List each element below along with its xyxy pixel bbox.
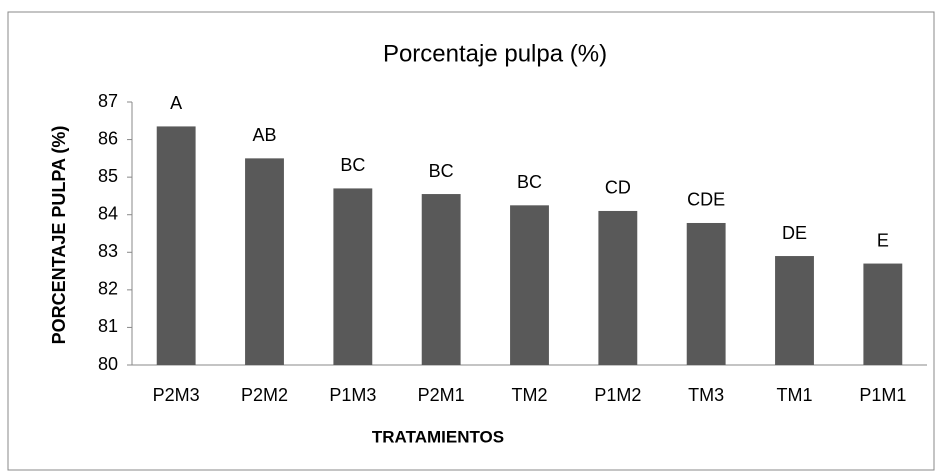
bar [245, 158, 284, 365]
x-tick-label: TM1 [777, 385, 813, 405]
y-tick-label: 81 [98, 316, 118, 336]
y-tick-label: 83 [98, 241, 118, 261]
x-tick-label: TM3 [688, 385, 724, 405]
group-label: BC [340, 155, 365, 175]
x-axis-label: TRATAMIENTOS [372, 427, 504, 446]
group-label: A [170, 93, 182, 113]
y-tick-label: 80 [98, 354, 118, 374]
chart-title: Porcentaje pulpa (%) [383, 40, 607, 67]
group-label: E [877, 230, 889, 250]
group-label: AB [252, 125, 276, 145]
y-tick-label: 82 [98, 279, 118, 299]
bar [686, 222, 726, 365]
y-axis-label: PORCENTAJE PULPA (%) [49, 126, 69, 345]
y-tick-label: 85 [98, 166, 118, 186]
bar [598, 210, 638, 365]
bar [863, 263, 903, 365]
x-tick-label: P1M2 [594, 385, 641, 405]
group-label: BC [517, 172, 542, 192]
y-tick-label: 86 [98, 128, 118, 148]
group-label: CDE [687, 190, 725, 210]
bar [333, 188, 373, 365]
x-tick-label: P1M1 [859, 385, 906, 405]
bar [156, 126, 196, 366]
x-tick-label: P1M3 [329, 385, 376, 405]
group-label: DE [782, 223, 807, 243]
y-tick-label: 84 [98, 203, 118, 223]
group-label: CD [605, 178, 631, 198]
bar [775, 256, 814, 365]
x-tick-label: P2M3 [153, 385, 200, 405]
x-tick-label: P2M1 [418, 385, 465, 405]
bar [510, 205, 549, 365]
x-tick-label: TM2 [512, 385, 548, 405]
x-tick-label: P2M2 [241, 385, 288, 405]
group-label: BC [429, 161, 454, 181]
bar [421, 194, 461, 365]
y-tick-label: 87 [98, 91, 118, 111]
